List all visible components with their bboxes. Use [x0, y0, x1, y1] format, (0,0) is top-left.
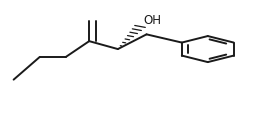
Text: OH: OH [143, 14, 161, 27]
